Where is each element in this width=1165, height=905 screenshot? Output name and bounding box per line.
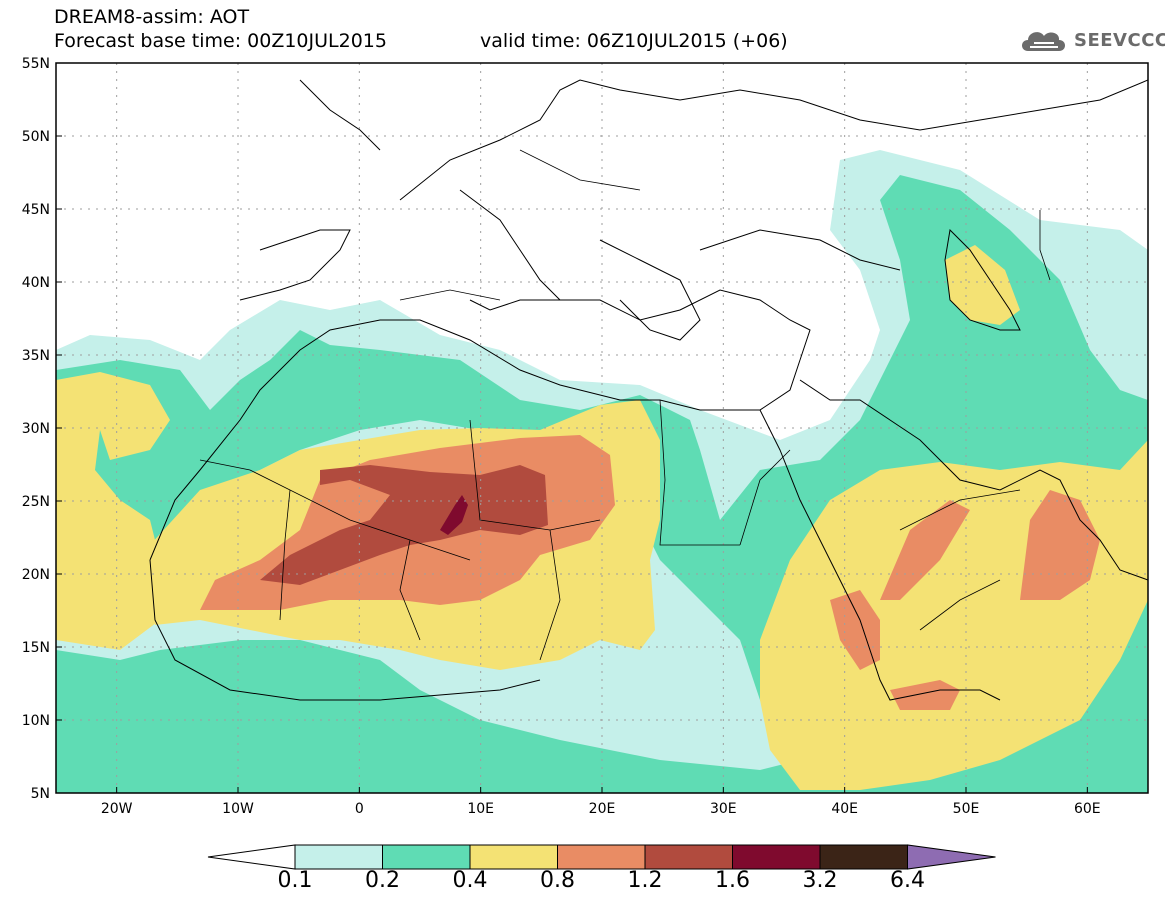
colorbar-label: 0.8: [540, 868, 575, 893]
colorbar-label: 1.6: [715, 868, 750, 893]
lat-tick-label: 15N: [22, 640, 50, 656]
aot-band-0.4-atlantic: [56, 372, 170, 650]
logo-text: SEEVCCC: [1074, 29, 1165, 51]
lon-tick-label: 10W: [222, 801, 254, 817]
aot-band-0.8-arabia: [1020, 490, 1100, 600]
colorbar-label: 1.2: [627, 868, 663, 893]
lon-tick-label: 20W: [101, 801, 133, 817]
graticule: [56, 63, 1148, 793]
aot-band-0.8-red-sea: [830, 590, 880, 670]
aot-band-0.4-caspian: [945, 245, 1020, 325]
lat-tick-label: 5N: [31, 786, 50, 802]
colorbar-label: 0.4: [452, 868, 488, 893]
colorbar-swatch: [294, 844, 383, 870]
coastlines: [149, 79, 1148, 701]
colorbar-swatch: [469, 844, 558, 870]
colorbar-above-arrow: [907, 844, 996, 870]
lon-tick-label: 30E: [710, 801, 737, 817]
lat-tick-label: 55N: [22, 56, 50, 72]
lat-tick-label: 30N: [22, 421, 50, 437]
lon-tick-label: 40E: [831, 801, 858, 817]
valid-time: valid time: 06Z10JUL2015 (+06): [480, 30, 788, 52]
aot-band-0.8-aden: [890, 680, 960, 710]
colorbar-swatch: [819, 844, 908, 870]
colorbar-label: 6.4: [890, 868, 925, 893]
base-time: Forecast base time: 00Z10JUL2015: [54, 30, 387, 52]
lat-tick-label: 40N: [22, 275, 50, 291]
lon-tick-label: 50E: [953, 801, 980, 817]
colorbar-swatch: [382, 844, 471, 870]
colorbar-label: 0.2: [365, 868, 400, 893]
lon-tick-label: 20E: [589, 801, 616, 817]
lon-tick-label: 60E: [1074, 801, 1101, 817]
cloud-icon: [1022, 32, 1065, 51]
colorbar-label: 3.2: [802, 868, 838, 893]
lat-tick-label: 20N: [22, 567, 50, 583]
lat-tick-label: 25N: [22, 494, 50, 510]
aot-band-0.8-ethiopia: [880, 500, 970, 600]
seevccc-logo: SEEVCCC: [1018, 24, 1165, 56]
lat-tick-label: 50N: [22, 129, 50, 145]
lon-tick-label: 0: [355, 801, 364, 817]
colorbar-below-arrow: [207, 844, 296, 870]
borders: [199, 149, 1051, 661]
colorbar-swatch: [557, 844, 646, 870]
lat-tick-label: 10N: [22, 713, 50, 729]
lon-tick-label: 10E: [467, 801, 494, 817]
colorbar-swatch: [644, 844, 733, 870]
aot-band-1.2: [260, 465, 548, 585]
colorbar-swatch: [732, 844, 821, 870]
aot-band-1.6: [440, 495, 468, 535]
lat-tick-label: 35N: [22, 348, 50, 364]
colorbar: [207, 844, 996, 870]
colorbar-label: 0.1: [277, 868, 313, 893]
lat-tick-label: 45N: [22, 202, 50, 218]
map-title: DREAM8-assim: AOT: [54, 6, 250, 28]
